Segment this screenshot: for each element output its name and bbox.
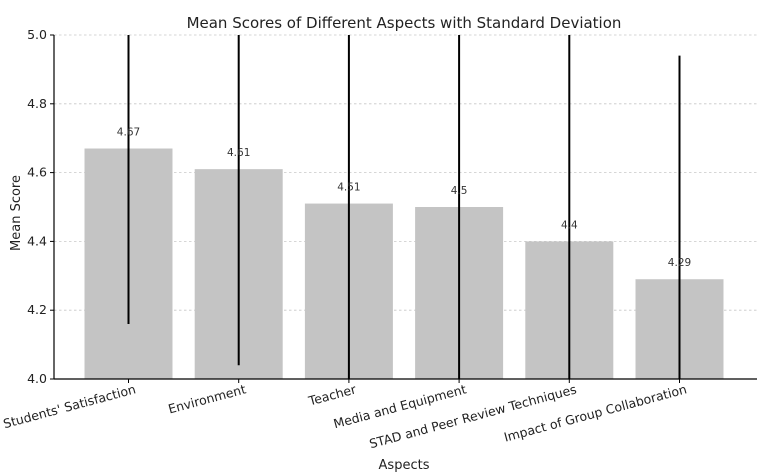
x-tick-label: Environment: [166, 381, 247, 416]
x-tick-label: Students' Satisfaction: [2, 381, 138, 431]
x-tick-label: Teacher: [306, 381, 359, 409]
data-labels: 4.67 4.61 4.51 4.5 4.4 4.29: [117, 127, 691, 270]
y-tick-label: 4.2: [27, 302, 47, 317]
y-tick-label: 4.6: [27, 165, 47, 180]
data-label: 4.29: [668, 257, 691, 269]
x-tick-label: STAD and Peer Review Techniques: [368, 381, 578, 451]
data-label: 4.5: [451, 185, 468, 197]
x-axis-label: Aspects: [379, 458, 430, 473]
bars: [84, 148, 724, 379]
chart-title: Mean Scores of Different Aspects with St…: [187, 14, 622, 32]
y-tick-label: 4.0: [27, 371, 47, 386]
data-label: 4.51: [337, 182, 360, 194]
data-label: 4.4: [561, 219, 578, 231]
x-tick-label: Impact of Group Collaboration: [502, 381, 688, 444]
y-tick-label: 4.4: [27, 233, 47, 248]
y-axis-label: Mean Score: [9, 175, 24, 251]
axes: [50, 34, 757, 383]
y-tick-label: 4.8: [27, 96, 47, 111]
data-label: 4.61: [227, 147, 250, 159]
error-bars: [127, 35, 681, 379]
y-tick-label: 5.0: [27, 27, 47, 42]
data-label: 4.67: [117, 127, 140, 139]
